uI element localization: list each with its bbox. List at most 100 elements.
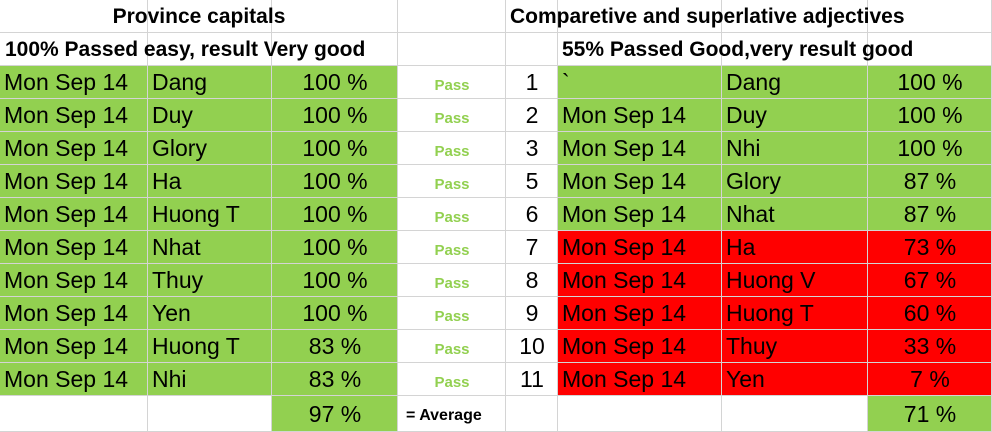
cell [148,363,272,396]
rank: 10 [519,333,545,359]
cell [148,231,272,264]
cell [558,297,722,330]
cell [398,165,506,198]
cell [272,264,398,297]
cell [506,99,558,132]
name: Huong T [152,333,240,359]
cell [558,231,722,264]
cell [868,0,992,33]
cell [868,132,992,165]
rank: 6 [525,201,539,227]
cell [272,396,398,432]
rank: 1 [525,69,539,95]
cell [868,33,992,66]
cell [558,165,722,198]
cell [0,165,148,198]
subtitle: 100% Passed easy, result Very good [5,37,366,61]
date: Mon Sep 14 [4,201,129,227]
cell [272,198,398,231]
cell [148,66,272,99]
date: Mon Sep 14 [4,300,129,326]
name: Ha [152,168,182,194]
cell [398,396,506,432]
percent: 60 % [903,300,957,326]
cell [558,264,722,297]
cell [506,396,558,432]
date: Mon Sep 14 [4,135,129,161]
cell [558,396,722,432]
percent: 100 % [302,135,368,161]
date: Mon Sep 14 [562,135,687,161]
percent: 87 % [903,168,957,194]
average-label: = Average [406,407,482,424]
rank: 7 [525,234,539,260]
percent: 87 % [903,201,957,227]
cell [558,99,722,132]
percent: 100 % [302,168,368,194]
status: Pass [434,275,470,292]
percent: 83 % [308,333,362,359]
cell [398,297,506,330]
name: Duy [152,102,193,128]
percent: 100 % [897,69,963,95]
cell [722,165,868,198]
cell [272,231,398,264]
status: Pass [434,242,470,259]
cell [148,297,272,330]
cell [722,66,868,99]
cell [868,231,992,264]
cell [148,132,272,165]
name: Thuy [152,267,204,293]
cell [272,0,398,33]
name: Yen [152,300,191,326]
date: Mon Sep 14 [4,366,129,392]
cell [506,264,558,297]
name: Thuy [726,333,778,359]
date: Mon Sep 14 [562,201,687,227]
cell [0,363,148,396]
cell [722,198,868,231]
percent: 7 % [910,366,950,392]
status: Pass [434,209,470,226]
cell [272,66,398,99]
cell [868,165,992,198]
name: Huong T [726,300,814,326]
cell [0,396,148,432]
date: Mon Sep 14 [562,168,687,194]
cell [0,66,148,99]
date: Mon Sep 14 [4,69,129,95]
percent: 100 % [302,69,368,95]
cell [506,330,558,363]
cell [868,330,992,363]
status: Pass [434,176,470,193]
cell [0,297,148,330]
cell [272,132,398,165]
name: Dang [152,69,207,95]
cell [148,165,272,198]
cell [558,132,722,165]
cell [868,66,992,99]
date: Mon Sep 14 [4,333,129,359]
name: Nhat [152,234,201,260]
cell [272,297,398,330]
status: Pass [434,374,470,391]
cell [398,330,506,363]
percent: 67 % [903,267,957,293]
cell [506,165,558,198]
average: 97 % [308,400,362,427]
cell [398,132,506,165]
cell [558,66,722,99]
percent: 100 % [302,300,368,326]
cell [148,198,272,231]
cell [272,33,398,66]
cell [868,363,992,396]
cell [148,99,272,132]
rank: 2 [525,102,539,128]
cell [398,198,506,231]
name: Huong V [726,267,816,293]
name: Glory [152,135,207,161]
name: Huong T [152,201,240,227]
cell [148,330,272,363]
date: Mon Sep 14 [562,102,687,128]
cell [398,33,506,66]
